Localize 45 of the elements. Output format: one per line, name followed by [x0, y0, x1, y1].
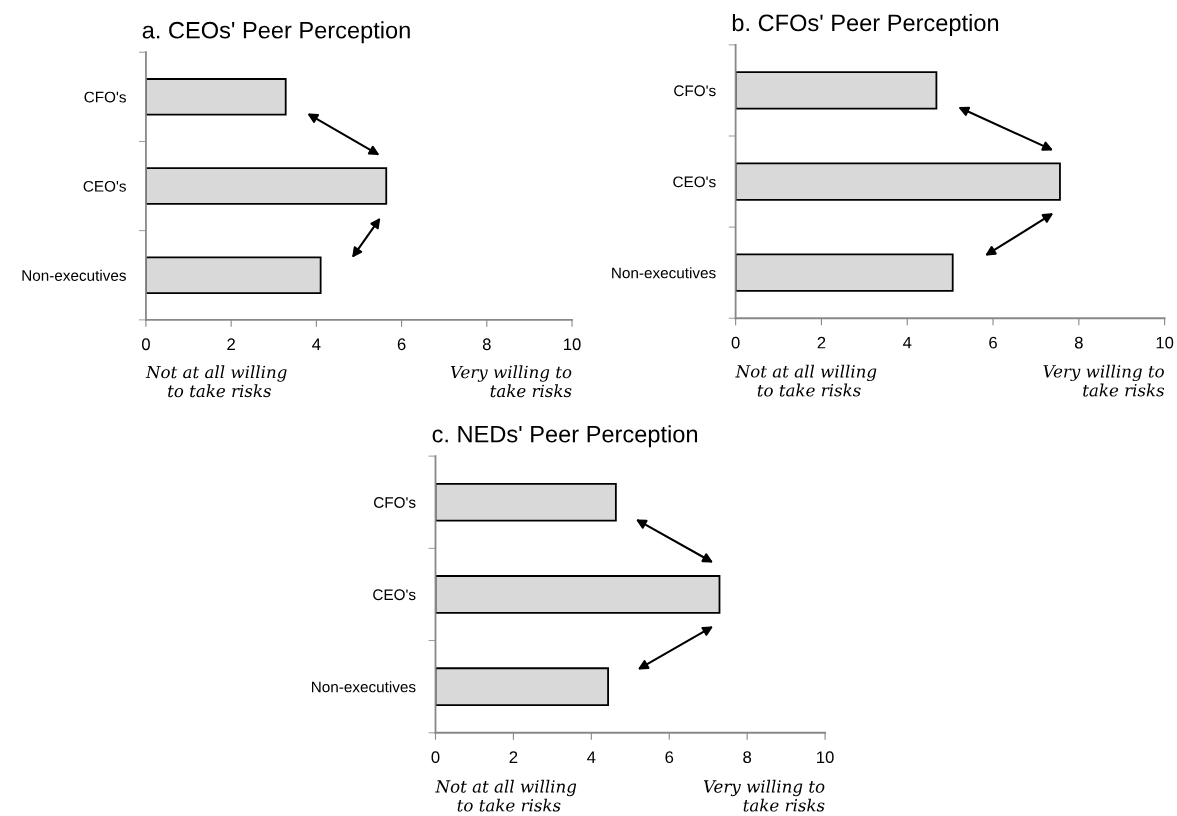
x-tick-label: 6	[989, 336, 997, 349]
text: Not at all willing to take risks	[735, 364, 877, 397]
bar	[145, 167, 388, 205]
y-tick-label: CEO's	[83, 180, 126, 192]
x-tick-label: 2	[509, 751, 518, 763]
bar	[735, 71, 938, 110]
x-tick-label: 0	[431, 751, 440, 764]
x-tick-label: 8	[482, 338, 491, 351]
y-tick-label: Non-executives	[312, 681, 416, 693]
x-tick-label: 10	[564, 338, 581, 351]
y-tick-label: CFO's	[674, 85, 716, 97]
x-tick-label: 4	[902, 336, 912, 349]
x-tick-label: 2	[227, 338, 235, 351]
x-tick-label: 6	[665, 751, 674, 764]
x-tick-label: 10	[1156, 336, 1174, 349]
bar	[435, 667, 609, 707]
text: Very willing to take risks	[1043, 364, 1165, 397]
bar	[145, 78, 287, 116]
x-tick-label: 4	[312, 338, 321, 351]
text: Not at all willing to take risks	[435, 779, 577, 812]
x-tick-label: 2	[817, 336, 826, 349]
x-tick-label: 8	[1074, 336, 1083, 349]
x-tick-label: 0	[141, 338, 150, 351]
x-tick-label: 10	[817, 751, 834, 764]
x-tick-label: 8	[743, 751, 752, 764]
y-tick-label: Non-executives	[612, 267, 716, 279]
y-tick-label: CEO's	[673, 176, 716, 188]
bar	[735, 162, 1061, 201]
bar	[735, 253, 954, 292]
y-tick-label: Non-executives	[22, 269, 126, 281]
x-tick-label: 6	[397, 338, 406, 351]
x-tick-label: 4	[587, 751, 596, 763]
text: Very willing to take risks	[450, 365, 572, 398]
chart-title: a. CEOs' Peer Perception	[142, 21, 410, 44]
bar	[435, 482, 617, 522]
text: Very willing to take risks	[703, 779, 825, 812]
bar	[145, 256, 322, 295]
chart-title: b. CFOs' Peer Perception	[732, 13, 999, 36]
y-tick-label: CEO's	[373, 589, 416, 601]
x-tick-label: 0	[731, 336, 740, 349]
text: Not at all willing to take risks	[145, 365, 287, 398]
chart-title: c. NEDs' Peer Perception	[432, 425, 698, 448]
y-tick-label: CFO's	[374, 497, 416, 508]
bar	[435, 575, 721, 614]
y-tick-label: CFO's	[84, 91, 126, 103]
